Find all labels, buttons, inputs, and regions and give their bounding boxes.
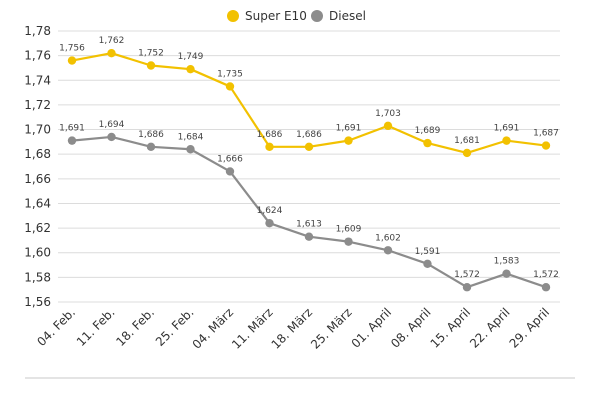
legend-label: Super E10 [245, 9, 307, 23]
data-point [304, 142, 314, 151]
y-tick-label: 1,74 [24, 73, 51, 87]
x-tick-label: 11. Feb. [74, 305, 118, 349]
data-label: 1,735 [217, 69, 243, 79]
data-label: 1,609 [336, 225, 362, 235]
data-label: 1,686 [296, 130, 322, 140]
series-super-e10: 1,756 1,762 1,752 1,749 1,735 1,686 1,686 1,691… [59, 36, 559, 158]
x-axis-tick-labels: 04. Feb.11. Feb.18. Feb.25. Feb.04. März… [34, 305, 552, 352]
data-point [502, 269, 511, 278]
data-point [67, 136, 77, 145]
data-point [423, 138, 432, 148]
x-tick-label: 22. April [467, 305, 512, 350]
data-label: 1,583 [494, 257, 520, 267]
y-axis-tick-labels: 1,56 1,58 1,60 1,62 1,64 1,66 1,68 1,70 1,72 1,74… [24, 24, 51, 309]
data-label: 1,686 [138, 130, 164, 140]
x-tick-label: 29. April [507, 305, 552, 350]
data-point [423, 259, 432, 269]
data-point [462, 148, 472, 158]
data-point [502, 136, 511, 145]
x-tick-label: 08. April [388, 305, 433, 350]
data-label: 1,572 [454, 270, 480, 280]
y-tick-label: 1,70 [24, 123, 51, 137]
data-point [265, 142, 274, 151]
data-label: 1,694 [99, 120, 125, 130]
data-point [146, 142, 156, 151]
legend-label: Diesel [329, 9, 366, 23]
data-label: 1,691 [336, 124, 362, 134]
data-point [265, 218, 274, 228]
data-label: 1,752 [138, 48, 164, 58]
data-point [462, 283, 472, 292]
data-label: 1,762 [99, 36, 125, 46]
x-tick-label: 15. April [428, 305, 473, 350]
x-tick-label: 04. Feb. [34, 305, 78, 349]
data-label: 1,756 [59, 44, 85, 54]
y-tick-label: 1,78 [24, 24, 51, 38]
y-gridlines [58, 30, 560, 303]
y-tick-label: 1,72 [24, 98, 51, 112]
data-point [383, 121, 393, 131]
y-tick-label: 1,58 [24, 270, 51, 284]
data-point [541, 141, 551, 150]
data-label: 1,666 [217, 154, 243, 164]
data-point [186, 145, 195, 154]
data-point [146, 61, 156, 70]
data-label: 1,572 [533, 270, 559, 280]
data-label: 1,703 [375, 109, 401, 119]
data-label: 1,691 [59, 124, 85, 134]
data-label: 1,684 [178, 132, 204, 142]
data-label: 1,686 [257, 130, 283, 140]
y-tick-label: 1,62 [24, 221, 51, 235]
x-tick-label: 18. März [269, 305, 316, 352]
data-label: 1,591 [415, 247, 441, 257]
data-label: 1,691 [494, 124, 520, 134]
data-point [383, 246, 393, 255]
data-point [304, 232, 314, 241]
data-point [67, 56, 77, 65]
data-label: 1,602 [375, 233, 401, 243]
data-label: 1,681 [454, 136, 480, 146]
x-tick-label: 25. März [308, 305, 355, 352]
y-tick-label: 1,76 [24, 49, 51, 63]
data-point [344, 136, 353, 145]
y-tick-label: 1,66 [24, 172, 51, 186]
legend-marker [311, 10, 323, 22]
x-tick-label: 01. April [349, 305, 394, 350]
data-point [225, 82, 235, 91]
data-point [186, 64, 195, 74]
data-label: 1,624 [257, 206, 283, 216]
data-label: 1,613 [296, 220, 322, 230]
legend: Super E10 Diesel [227, 9, 366, 23]
data-point [541, 283, 551, 292]
series-line [71, 135, 547, 289]
y-tick-label: 1,60 [24, 246, 51, 260]
data-point [344, 237, 353, 246]
data-label: 1,689 [415, 126, 441, 136]
y-tick-label: 1,56 [24, 295, 51, 309]
data-label: 1,749 [178, 52, 204, 62]
y-tick-label: 1,68 [24, 147, 51, 161]
series-diesel: 1,691 1,694 1,686 1,684 1,666 1,624 1,613 1,609… [59, 120, 559, 292]
x-tick-label: 18. Feb. [113, 305, 157, 349]
x-tick-label: 04. März [190, 305, 237, 352]
x-tick-label: 11. März [229, 305, 276, 352]
legend-marker [227, 10, 239, 22]
data-label: 1,687 [533, 129, 559, 139]
data-point [107, 48, 116, 58]
data-point [225, 167, 235, 176]
y-tick-label: 1,64 [24, 196, 51, 210]
data-point [107, 132, 116, 142]
